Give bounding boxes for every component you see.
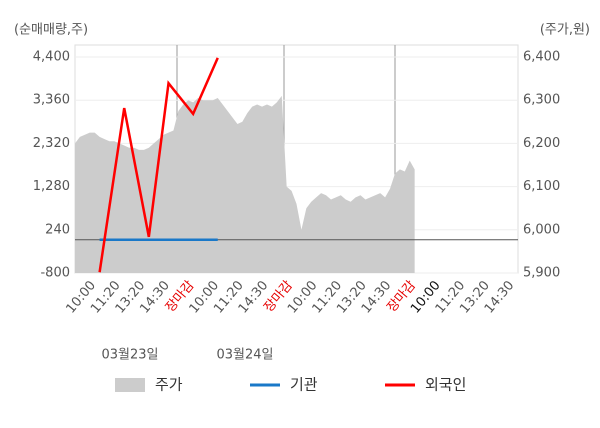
y2-tick-label: 5,900 bbox=[523, 266, 560, 281]
plot bbox=[75, 45, 518, 274]
legend-swatch bbox=[115, 378, 145, 392]
date-label: 03월24일 bbox=[216, 348, 273, 363]
y-tick-label: 3,360 bbox=[33, 93, 70, 108]
y-axis-title: (순매매량,주) bbox=[14, 23, 88, 38]
y-tick-label: 2,320 bbox=[33, 136, 70, 151]
legend-label: 외국인 bbox=[425, 376, 466, 394]
y2-tick-label: 6,200 bbox=[523, 136, 560, 151]
y2-tick-label: 6,000 bbox=[523, 222, 560, 237]
y2-tick-label: 6,400 bbox=[523, 50, 560, 65]
y-tick-label: 4,400 bbox=[33, 50, 70, 65]
date-label: 03월23일 bbox=[101, 348, 158, 363]
price-area bbox=[75, 95, 415, 273]
y-tick-label: -800 bbox=[40, 266, 70, 281]
legend-label: 주가 bbox=[155, 376, 183, 394]
y-tick-label: 1,280 bbox=[33, 179, 70, 194]
y2-tick-label: 6,300 bbox=[523, 93, 560, 108]
y2-axis-title: (주가,원) bbox=[540, 23, 590, 38]
legend-label: 기관 bbox=[290, 376, 318, 394]
series-line bbox=[98, 57, 219, 273]
y-tick-label: 240 bbox=[45, 222, 70, 237]
legend: 주가 기관 외국인 bbox=[115, 376, 466, 394]
y2-tick-label: 6,100 bbox=[523, 179, 560, 194]
